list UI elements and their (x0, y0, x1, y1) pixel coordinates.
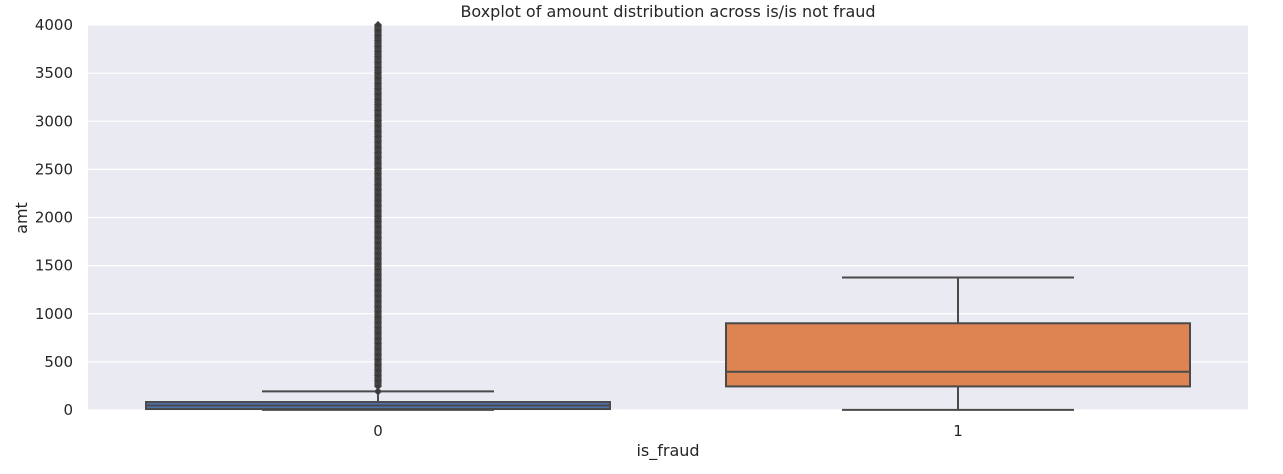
outlier-point (373, 387, 383, 396)
box-iqr (725, 322, 1191, 388)
outlier-point (373, 52, 383, 61)
outlier-point (373, 105, 383, 115)
outlier-point (373, 286, 383, 295)
outlier-point (373, 148, 383, 157)
outlier-point (373, 153, 383, 162)
outlier-point (373, 382, 383, 391)
outlier-point (373, 169, 383, 178)
outlier-point (373, 265, 383, 274)
outlier-point (373, 291, 383, 300)
outlier-point (373, 159, 383, 168)
outlier-point (373, 233, 383, 242)
outlier-point (373, 318, 383, 327)
y-tick-labels: 0 500 1000 1500 2000 2500 3000 3500 4000 (35, 16, 73, 419)
outlier-point (373, 259, 383, 269)
outlier-point (373, 36, 383, 45)
y-tick-label: 500 (44, 353, 73, 371)
outlier-point (373, 58, 383, 67)
outlier-point (373, 270, 383, 279)
outlier-point (373, 79, 383, 88)
y-tick-label: 2500 (35, 160, 73, 178)
outlier-point (373, 143, 383, 152)
outlier-point (373, 185, 383, 194)
outlier-point (373, 328, 383, 338)
outlier-point (373, 174, 383, 184)
chart-title: Boxplot of amount distribution across is… (460, 2, 875, 21)
outlier-point (373, 42, 383, 51)
outlier-point (373, 350, 383, 359)
y-tick-label: 1500 (35, 257, 73, 275)
outlier-point (373, 313, 383, 322)
outlier-point (373, 302, 383, 311)
outlier-point (373, 201, 383, 210)
outlier-point (373, 307, 383, 316)
outlier-point (373, 243, 383, 253)
outlier-point (373, 116, 383, 125)
outlier-point (373, 111, 383, 120)
x-tick-label: 1 (953, 422, 963, 440)
outlier-point (373, 339, 383, 348)
x-tick-label: 0 (373, 422, 383, 440)
outlier-point (373, 376, 383, 385)
y-tick-label: 0 (63, 401, 73, 419)
outlier-point (373, 196, 383, 205)
outlier-point (373, 95, 383, 104)
outlier-point (373, 360, 383, 369)
outlier-point (373, 275, 383, 284)
outlier-point (373, 47, 383, 56)
outlier-point (373, 323, 383, 332)
outlier-point (373, 100, 383, 109)
outlier-point (373, 190, 383, 200)
x-axis-label: is_fraud (636, 441, 699, 461)
y-tick-label: 2000 (35, 209, 73, 227)
outlier-point (373, 164, 383, 173)
outlier-point (373, 63, 383, 72)
outlier-point (373, 355, 383, 364)
outlier-point (373, 74, 383, 83)
outlier-point (373, 281, 383, 290)
outlier-point (373, 366, 383, 375)
outlier-point (373, 26, 383, 35)
outlier-point (373, 180, 383, 189)
outlier-point (373, 238, 383, 247)
outlier-point (373, 89, 383, 99)
y-tick-label: 4000 (35, 16, 73, 34)
y-axis-label: amt (12, 202, 31, 234)
outlier-point (373, 84, 383, 93)
outlier-point (373, 20, 383, 30)
y-tick-label: 3000 (35, 112, 73, 130)
outlier-point (373, 222, 383, 231)
box-group (725, 276, 1191, 411)
y-tick-label: 3500 (35, 64, 73, 82)
outlier-point (373, 344, 383, 354)
outlier-point (373, 127, 383, 136)
outlier-point (373, 137, 383, 146)
outlier-point (373, 217, 383, 226)
outlier-point (373, 334, 383, 343)
y-tick-label: 1000 (35, 305, 73, 323)
outlier-point (373, 254, 383, 263)
box-series (145, 20, 1191, 411)
outlier-point (373, 297, 383, 306)
outlier-point (373, 228, 383, 237)
outlier-point (373, 212, 383, 221)
outlier-point (373, 68, 383, 77)
outlier-point (373, 132, 383, 141)
outlier-point (373, 121, 383, 130)
outlier-point (373, 31, 383, 40)
outlier-point (373, 249, 383, 258)
outlier-point (373, 371, 383, 380)
outlier-point (373, 206, 383, 215)
box-group (145, 20, 611, 411)
